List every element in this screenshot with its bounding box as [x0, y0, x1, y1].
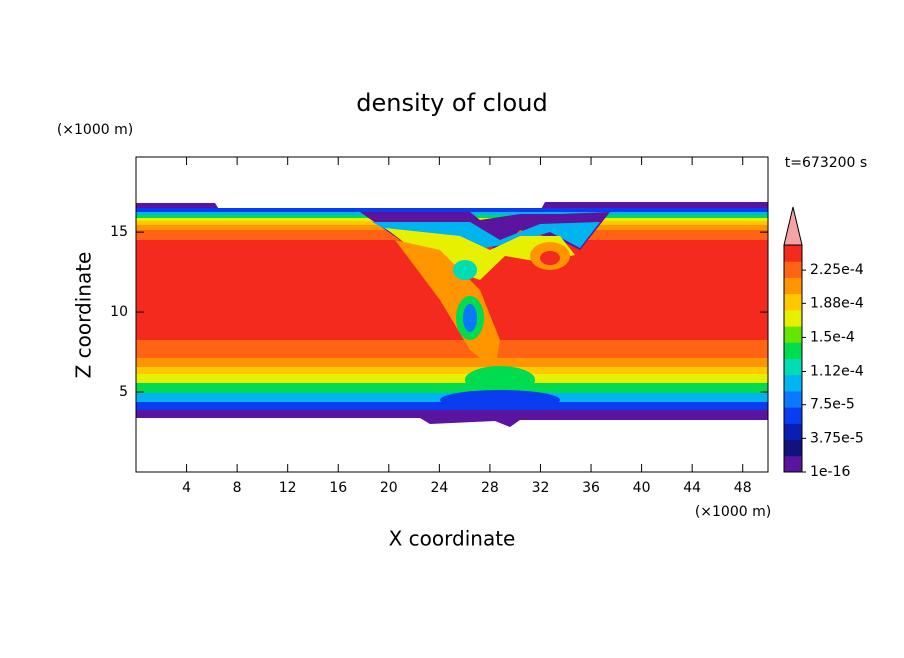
- colorbar-band: [784, 390, 802, 408]
- colorbar-frame: [783, 244, 803, 473]
- colorbar-tick-label: 3.75e-5: [810, 430, 864, 446]
- time-annotation: t=673200 s: [785, 155, 867, 171]
- y-unit: (×1000 m): [57, 122, 133, 138]
- colorbar-band: [784, 439, 802, 457]
- x-tick-label: 40: [633, 480, 651, 496]
- x-tick-label: 4: [182, 480, 191, 496]
- colorbar-tick-label: 1.88e-4: [810, 295, 864, 311]
- x-tick-label: 16: [329, 480, 347, 496]
- y-tick-label: 5: [119, 384, 128, 400]
- colorbar-band: [784, 277, 802, 295]
- colorbar-band: [784, 358, 802, 376]
- contour-field: [136, 202, 768, 427]
- colorbar-band: [784, 293, 802, 311]
- colorbar-band: [784, 326, 802, 343]
- colorbar-band: [784, 374, 802, 392]
- colorbar-band: [784, 407, 802, 424]
- x-tick-label: 48: [734, 480, 752, 496]
- x-tick-label: 44: [683, 480, 701, 496]
- colorbar-band: [784, 342, 802, 359]
- colorbar-band: [784, 423, 802, 441]
- x-tick-label: 24: [430, 480, 448, 496]
- colorbar-tick-label: 1.5e-4: [810, 329, 855, 345]
- y-tick-label: 10: [110, 304, 128, 320]
- chart-title: density of cloud: [356, 89, 547, 117]
- colorbar-band: [784, 261, 802, 278]
- x-tick-label: 32: [532, 480, 550, 496]
- colorbar-band: [784, 309, 802, 327]
- x-tick-label: 36: [582, 480, 600, 496]
- x-axis-label: X coordinate: [389, 527, 516, 551]
- plot-frame: [135, 156, 769, 473]
- x-unit: (×1000 m): [695, 504, 771, 520]
- y-tick-label: 15: [110, 224, 128, 240]
- colorbar-band: [784, 455, 802, 473]
- colorbar-tick-label: 2.25e-4: [810, 262, 864, 278]
- x-tick-label: 28: [481, 480, 499, 496]
- colorbar-tick-label: 1.12e-4: [810, 364, 864, 380]
- x-tick-label: 20: [380, 480, 398, 496]
- x-tick-label: 12: [279, 480, 297, 496]
- colorbar-tick-label: 7.5e-5: [810, 397, 855, 413]
- y-axis-label: Z coordinate: [72, 252, 96, 379]
- colorbar-band: [784, 245, 802, 262]
- x-tick-label: 8: [233, 480, 242, 496]
- colorbar-tick-label: 1e-16: [810, 464, 850, 480]
